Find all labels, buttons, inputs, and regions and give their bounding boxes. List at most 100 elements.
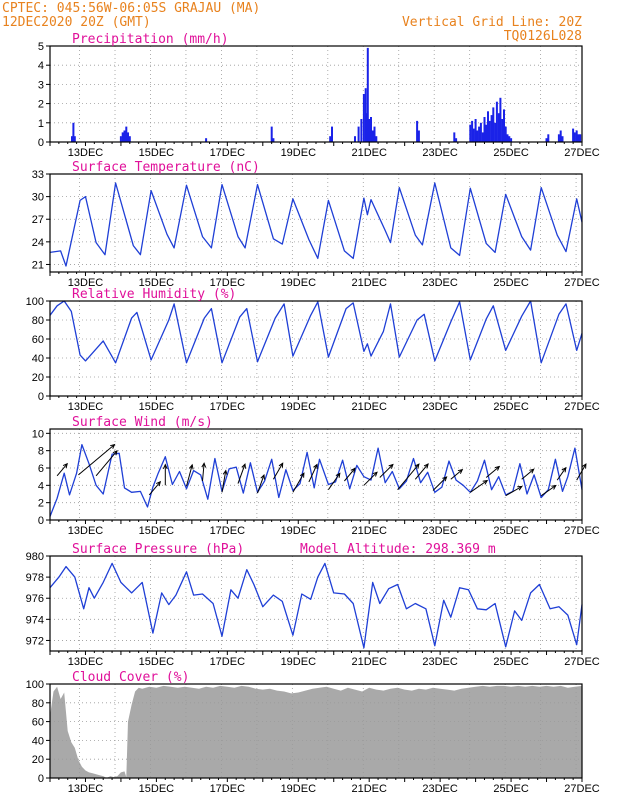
- precip-bar: [373, 126, 376, 142]
- x-tick-label: 27DEC: [564, 147, 600, 159]
- wind-arrow: [237, 463, 246, 484]
- wind-arrow: [221, 469, 228, 493]
- precip-bar: [557, 134, 560, 142]
- y-tick-label: 20: [32, 372, 44, 384]
- precip-bar: [354, 136, 356, 142]
- y-tick-label: 60: [32, 717, 44, 729]
- header-station: CPTEC: 045:56W-06:05S GRAJAU (MA): [2, 1, 260, 16]
- x-tick-label: 21DEC: [351, 525, 387, 537]
- wind-arrow: [414, 463, 429, 480]
- x-tick-label: 19DEC: [281, 656, 317, 668]
- y-tick-label: 2: [38, 498, 44, 510]
- precip-bar: [476, 130, 479, 142]
- precip-bar: [481, 132, 484, 142]
- x-tick-label: 27DEC: [564, 277, 600, 289]
- precip-bar: [371, 130, 374, 142]
- y-tick-label: 4: [38, 480, 44, 492]
- wind-series-line: [49, 443, 583, 517]
- wind-arrow: [540, 484, 557, 497]
- wind-arrow: [201, 462, 207, 482]
- y-tick-label: 5: [38, 41, 44, 53]
- precip-bar: [360, 119, 363, 142]
- x-tick-label: 17DEC: [210, 656, 246, 668]
- precip-bar: [119, 136, 122, 142]
- precip-bar: [497, 113, 500, 142]
- precip-bar: [499, 97, 502, 142]
- precip-bar: [272, 138, 275, 142]
- y-tick-label: 0: [38, 391, 44, 403]
- wind-arrow: [257, 474, 265, 494]
- x-tick-label: 23DEC: [422, 147, 458, 159]
- x-tick-label: 13DEC: [68, 401, 104, 413]
- precip-bar: [366, 47, 369, 142]
- rh-title: Relative Humidity (%): [72, 287, 236, 302]
- precip-bar: [490, 115, 493, 142]
- precip-bar: [455, 138, 458, 142]
- precip-bar: [362, 94, 365, 142]
- cloud-cover-area: [50, 685, 582, 778]
- precip-bar: [559, 130, 562, 142]
- wind-arrow: [95, 450, 118, 477]
- x-tick-label: 23DEC: [422, 783, 458, 795]
- x-tick-label: 13DEC: [68, 277, 104, 289]
- pressure-model-altitude: Model Altitude: 298.369 m: [300, 542, 496, 557]
- temp-title: Surface Temperature (nC): [72, 160, 260, 175]
- wind-arrow: [576, 463, 587, 481]
- precip-bar: [365, 113, 368, 142]
- pressure-frame: [49, 555, 583, 652]
- wind-arrow: [432, 476, 448, 491]
- x-tick-label: 23DEC: [422, 277, 458, 289]
- y-tick-label: 21: [32, 260, 44, 272]
- precip-bar: [485, 124, 488, 142]
- x-tick-label: 19DEC: [281, 525, 317, 537]
- precip-bar: [270, 126, 273, 142]
- y-tick-label: 30: [32, 192, 44, 204]
- x-tick-label: 25DEC: [493, 783, 529, 795]
- rh-frame: [49, 300, 583, 397]
- precip-bar: [575, 130, 578, 142]
- y-tick-label: 8: [38, 446, 44, 458]
- x-tick-label: 27DEC: [564, 401, 600, 413]
- y-tick-label: 100: [26, 296, 44, 308]
- y-tick-label: 80: [32, 698, 44, 710]
- y-tick-label: 2: [38, 99, 44, 111]
- wind-arrow: [272, 462, 284, 480]
- precip-bar: [471, 120, 474, 142]
- y-tick-label: 24: [32, 237, 44, 249]
- x-tick-label: 21DEC: [351, 277, 387, 289]
- wind-panel: 0 2 4 6 8 10 13DEC 15DEC 17DEC 19DEC 21DEC 23DEC 25D…: [32, 415, 600, 537]
- x-tick-label: 25DEC: [493, 277, 529, 289]
- pressure-title: Surface Pressure (hPa): [72, 542, 244, 557]
- wind-arrow: [450, 468, 464, 480]
- x-tick-label: 17DEC: [210, 401, 246, 413]
- wind-arrow: [327, 472, 341, 490]
- x-tick-label: 25DEC: [493, 525, 529, 537]
- x-tick-label: 27DEC: [564, 783, 600, 795]
- precip-bar: [370, 117, 372, 142]
- x-tick-label: 27DEC: [564, 656, 600, 668]
- y-tick-label: 20: [32, 754, 44, 766]
- precip-bar: [205, 138, 208, 142]
- precip-bar: [329, 136, 332, 142]
- x-tick-label: 23DEC: [422, 401, 458, 413]
- precip-bar: [125, 126, 128, 142]
- wind-arrow: [308, 463, 318, 483]
- x-tick-label: 17DEC: [210, 277, 246, 289]
- cloud-title: Cloud Cover (%): [72, 670, 189, 685]
- y-tick-label: 1: [38, 118, 44, 130]
- precip-bar: [71, 136, 73, 142]
- y-tick-label: 60: [32, 334, 44, 346]
- temp-panel: 21 24 27 30 33 13DEC 15DEC 17DEC 19DEC 21DEC 23DEC…: [32, 160, 600, 289]
- y-tick-label: 978: [26, 572, 44, 584]
- precip-panel: 0 1 2 3 4 5 13DEC 15DEC 17DEC 19DEC 21DEC 23DEC 25DE…: [38, 32, 600, 159]
- precip-bar: [375, 136, 378, 142]
- precip-bar: [417, 130, 420, 142]
- y-tick-label: 40: [32, 353, 44, 365]
- wind-arrow: [556, 466, 567, 481]
- x-tick-label: 23DEC: [422, 656, 458, 668]
- precip-bar: [123, 130, 126, 142]
- wind-arrow: [78, 443, 116, 476]
- precip-bar: [488, 120, 491, 142]
- precip-bar: [572, 128, 575, 142]
- wind-arrow: [56, 462, 68, 477]
